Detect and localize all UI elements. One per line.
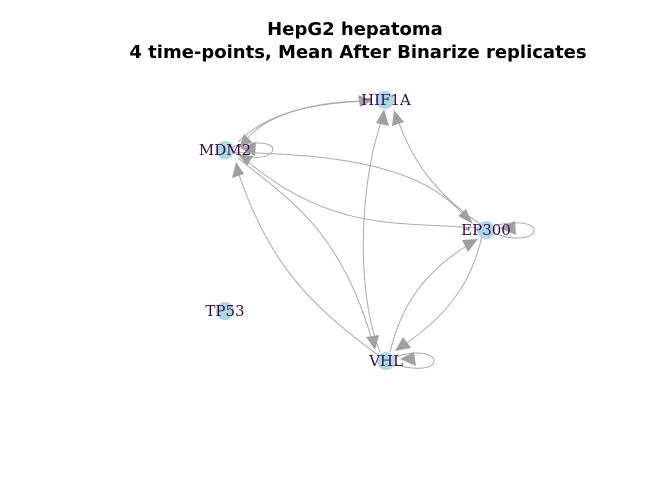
arrowhead xyxy=(500,221,516,235)
nodes: HIF1A MDM2 EP300 TP53 VHL xyxy=(199,91,511,370)
edge-mdm2-hif1a xyxy=(237,100,363,143)
arrowhead xyxy=(366,335,379,350)
edge-ep300-self xyxy=(491,222,535,239)
arrowhead xyxy=(232,162,244,178)
node-label-mdm2: MDM2 xyxy=(199,141,251,159)
arrowhead xyxy=(392,110,404,126)
edge-vhl-mdm2 xyxy=(237,171,379,356)
edges xyxy=(231,95,535,369)
edge-mdm2-vhl xyxy=(237,157,373,341)
arrowhead xyxy=(462,239,478,252)
arrowhead xyxy=(400,352,416,366)
arrowhead xyxy=(376,109,389,126)
edge-hif1a-mdm2 xyxy=(245,100,373,141)
diagram-title: HepG2 hepatoma xyxy=(267,19,443,40)
node-hif1a[interactable] xyxy=(376,91,394,109)
node-tp53[interactable] xyxy=(216,302,234,320)
edge-vhl-hif1a xyxy=(362,119,383,353)
node-label-hif1a: HIF1A xyxy=(361,91,411,109)
edge-vhl-ep300 xyxy=(389,244,469,353)
node-mdm2[interactable] xyxy=(216,141,234,159)
node-label-tp53: TP53 xyxy=(205,302,244,320)
edge-mdm2-ep300 xyxy=(231,151,467,219)
arrowhead xyxy=(238,154,253,166)
node-ep300[interactable] xyxy=(477,221,495,239)
arrowhead xyxy=(458,209,473,224)
node-vhl[interactable] xyxy=(377,352,395,370)
diagram-subtitle: 4 time-points, Mean After Binarize repli… xyxy=(129,42,586,63)
arrowhead xyxy=(395,337,411,351)
edge-ep300-hif1a xyxy=(397,119,481,225)
edge-vhl-self xyxy=(392,352,435,369)
node-label-ep300: EP300 xyxy=(461,221,511,239)
edge-ep300-vhl xyxy=(403,235,483,346)
node-label-vhl: VHL xyxy=(368,352,403,370)
